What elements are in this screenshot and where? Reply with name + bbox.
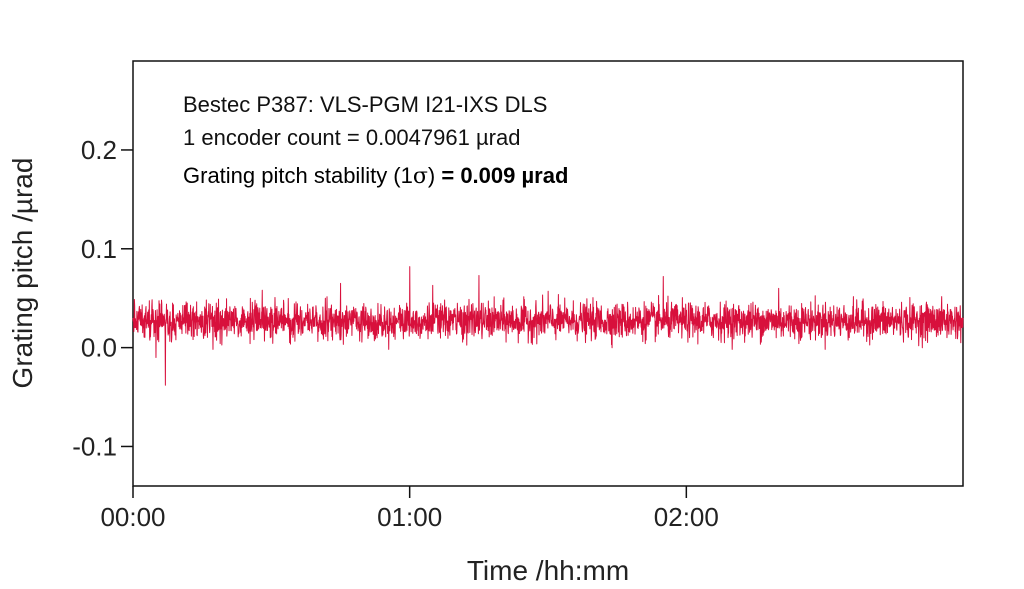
annotation-instrument: Bestec P387: VLS-PGM I21-IXS DLS: [183, 92, 547, 117]
grating-pitch-trace: [132, 266, 964, 386]
x-tick-label: 01:00: [377, 502, 442, 532]
annotation-encoder-count: 1 encoder count = 0.0047961 µrad: [183, 125, 520, 150]
y-tick-label: 0.1: [81, 234, 117, 264]
x-axis-ticks: 00:00 01:00 02:00: [100, 486, 719, 532]
plot-frame: [132, 60, 964, 487]
annotation-stability-value: = 0.009 µrad: [441, 163, 568, 188]
x-tick-label: 00:00: [100, 502, 165, 532]
y-axis-title: Grating pitch /µrad: [7, 158, 38, 389]
annotation-stability-suffix: ) = 0.009 µrad: [428, 163, 569, 188]
x-tick-label: 02:00: [654, 502, 719, 532]
y-tick-label: 0.2: [81, 135, 117, 165]
x-axis-title: Time /hh:mm: [467, 555, 629, 586]
y-axis-ticks: -0.1 0.0 0.1 0.2: [72, 135, 133, 461]
annotation-stability-prefix: Grating pitch stability (1: [183, 163, 413, 188]
annotation-stability: Grating pitch stability (1σ) = 0.009 µra…: [183, 163, 568, 189]
annotation-stability-sigma: σ: [413, 164, 428, 189]
y-tick-label: -0.1: [72, 431, 117, 461]
annotation-stability-close: ): [428, 163, 441, 188]
y-tick-label: 0.0: [81, 333, 117, 363]
